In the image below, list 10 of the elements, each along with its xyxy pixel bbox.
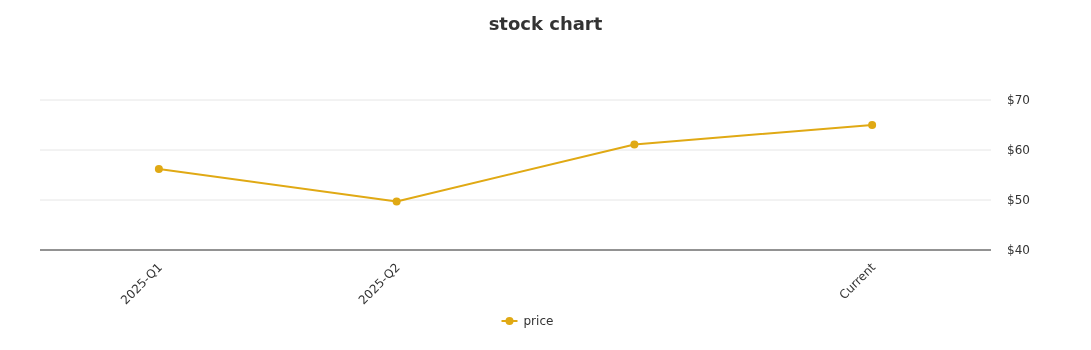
y-tick-label: $60: [1007, 143, 1030, 157]
point: [868, 121, 877, 129]
chart-title: stock chart: [488, 13, 603, 34]
legend-label: price: [523, 314, 554, 328]
point: [154, 165, 163, 173]
point: [630, 140, 639, 149]
y-tick-label: $70: [1007, 93, 1030, 107]
point: [392, 197, 401, 206]
y-tick-label: $50: [1007, 193, 1030, 207]
y-tick-label: $40: [1007, 243, 1030, 257]
